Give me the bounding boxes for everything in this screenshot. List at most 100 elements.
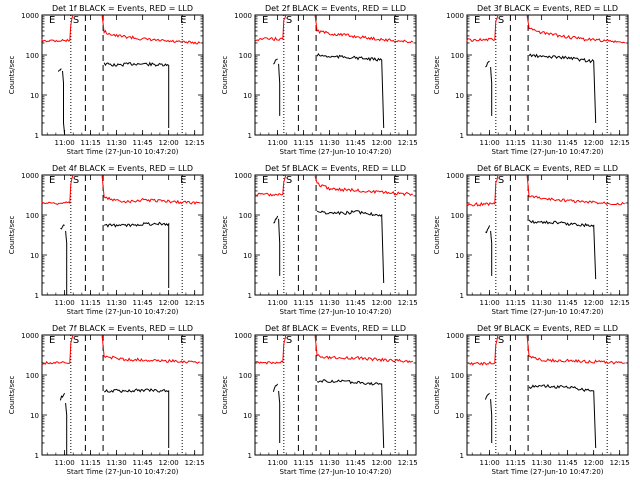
x-tick-label: 11:45	[346, 459, 366, 467]
x-axis-label: Start Time (27-Jun-10 10:47:20)	[492, 148, 604, 156]
x-tick-label: 11:30	[532, 459, 552, 467]
x-tick-label: 11:45	[346, 299, 366, 307]
panel-title: Det 6f BLACK = Events, RED = LLD	[477, 164, 618, 173]
panel-title: Det 2f BLACK = Events, RED = LLD	[265, 4, 406, 13]
y-tick-label: 1	[460, 132, 464, 140]
x-axis-label: Start Time (27-Jun-10 10:47:20)	[280, 468, 392, 476]
x-tick-label: 11:45	[346, 139, 366, 147]
x-tick-label: 12:00	[584, 139, 604, 147]
event-marker-S: S	[498, 335, 504, 346]
events-series-segment-2	[103, 61, 170, 128]
lld-series-segment-1	[314, 14, 414, 44]
panel-title: Det 7f BLACK = Events, RED = LLD	[52, 324, 193, 333]
y-tick-label: 1	[248, 292, 252, 300]
lld-series-segment-0	[254, 174, 287, 197]
y-tick-label: 100	[239, 52, 252, 60]
y-tick-label: 1000	[234, 332, 252, 340]
panel-title: Det 4f BLACK = Events, RED = LLD	[52, 164, 193, 173]
axes-frame	[254, 334, 417, 456]
x-tick-label: 11:45	[558, 139, 578, 147]
lld-series-segment-0	[466, 334, 499, 366]
event-marker-E: E	[49, 335, 55, 346]
axes-frame	[41, 334, 204, 456]
events-series-segment-1	[490, 230, 493, 276]
x-tick-label: 12:15	[185, 299, 205, 307]
event-marker-E: E	[474, 175, 480, 186]
y-tick-label: 1	[460, 452, 464, 460]
events-series-segment-0	[60, 224, 65, 230]
panel-det-1: Det 1f BLACK = Events, RED = LLD 1 10 100 10…	[8, 4, 205, 156]
x-axis-label: Start Time (27-Jun-10 10:47:20)	[67, 308, 179, 316]
event-marker-E: E	[605, 15, 611, 26]
y-tick-label: 1000	[446, 12, 464, 20]
x-tick-label: 11:15	[294, 139, 314, 147]
axes-frame	[41, 174, 204, 296]
events-series-segment-0	[273, 215, 279, 224]
event-marker-S: S	[73, 175, 79, 186]
x-tick-label: 11:15	[506, 139, 526, 147]
axes-frame	[41, 14, 204, 136]
x-tick-label: 11:30	[107, 299, 127, 307]
panel-det-5: Det 5f BLACK = Events, RED = LLD 1 10 100 10…	[221, 164, 418, 316]
event-marker-E: E	[605, 175, 611, 186]
lld-series-segment-0	[254, 334, 287, 365]
x-tick-label: 11:00	[54, 299, 74, 307]
y-tick-label: 1000	[446, 332, 464, 340]
x-tick-label: 12:15	[610, 459, 630, 467]
y-tick-label: 100	[26, 372, 39, 380]
x-tick-label: 11:45	[133, 139, 153, 147]
x-tick-label: 12:15	[610, 299, 630, 307]
panel-title: Det 8f BLACK = Events, RED = LLD	[265, 324, 406, 333]
y-tick-label: 10	[30, 412, 39, 420]
lld-series-segment-1	[526, 14, 626, 44]
panel-title: Det 1f BLACK = Events, RED = LLD	[52, 4, 193, 13]
event-marker-S: S	[73, 15, 79, 26]
events-series-segment-1	[278, 390, 281, 443]
x-tick-label: 12:00	[372, 139, 392, 147]
events-series-segment-1	[490, 66, 493, 116]
x-tick-label: 11:30	[320, 299, 340, 307]
panel-det-3: Det 3f BLACK = Events, RED = LLD 1 10 100 10…	[433, 4, 630, 156]
x-tick-label: 12:15	[398, 139, 418, 147]
lld-series-segment-0	[466, 174, 499, 207]
y-tick-label: 10	[30, 252, 39, 260]
panel-det-9: Det 9f BLACK = Events, RED = LLD 1 10 100 10…	[433, 324, 630, 476]
x-tick-label: 11:00	[479, 459, 499, 467]
lld-series-segment-1	[101, 334, 200, 364]
lld-series-segment-0	[41, 334, 74, 365]
x-tick-label: 11:30	[532, 139, 552, 147]
y-tick-label: 1000	[21, 332, 39, 340]
lld-series-segment-1	[101, 14, 201, 45]
event-marker-E: E	[180, 15, 186, 26]
x-tick-label: 12:00	[159, 139, 179, 147]
x-tick-label: 12:00	[372, 299, 392, 307]
event-marker-E: E	[393, 335, 399, 346]
x-axis-label: Start Time (27-Jun-10 10:47:20)	[492, 468, 604, 476]
y-tick-label: 100	[26, 52, 39, 60]
event-marker-S: S	[286, 335, 292, 346]
y-tick-label: 1	[35, 292, 39, 300]
y-tick-label: 1000	[234, 172, 252, 180]
y-axis-label: Counts/sec	[433, 56, 441, 95]
event-marker-E: E	[262, 175, 268, 186]
x-tick-label: 11:00	[267, 299, 287, 307]
event-marker-E: E	[49, 175, 55, 186]
y-tick-label: 10	[243, 92, 252, 100]
events-series-segment-0	[485, 225, 491, 234]
y-tick-label: 100	[239, 212, 252, 220]
events-series-segment-0	[57, 68, 62, 72]
x-tick-label: 12:15	[185, 459, 205, 467]
y-tick-label: 1	[460, 292, 464, 300]
x-tick-label: 12:15	[398, 459, 418, 467]
lld-series-segment-1	[101, 174, 201, 205]
events-series-segment-0	[485, 60, 490, 68]
y-axis-label: Counts/sec	[8, 376, 16, 415]
y-axis-label: Counts/sec	[8, 216, 16, 255]
x-tick-label: 11:00	[479, 299, 499, 307]
events-series-segment-1	[65, 230, 68, 295]
events-series-segment-2	[528, 219, 597, 280]
events-series-segment-2	[528, 383, 597, 449]
events-series-segment-0	[484, 392, 490, 400]
x-tick-label: 11:30	[532, 299, 552, 307]
event-marker-E: E	[474, 335, 480, 346]
